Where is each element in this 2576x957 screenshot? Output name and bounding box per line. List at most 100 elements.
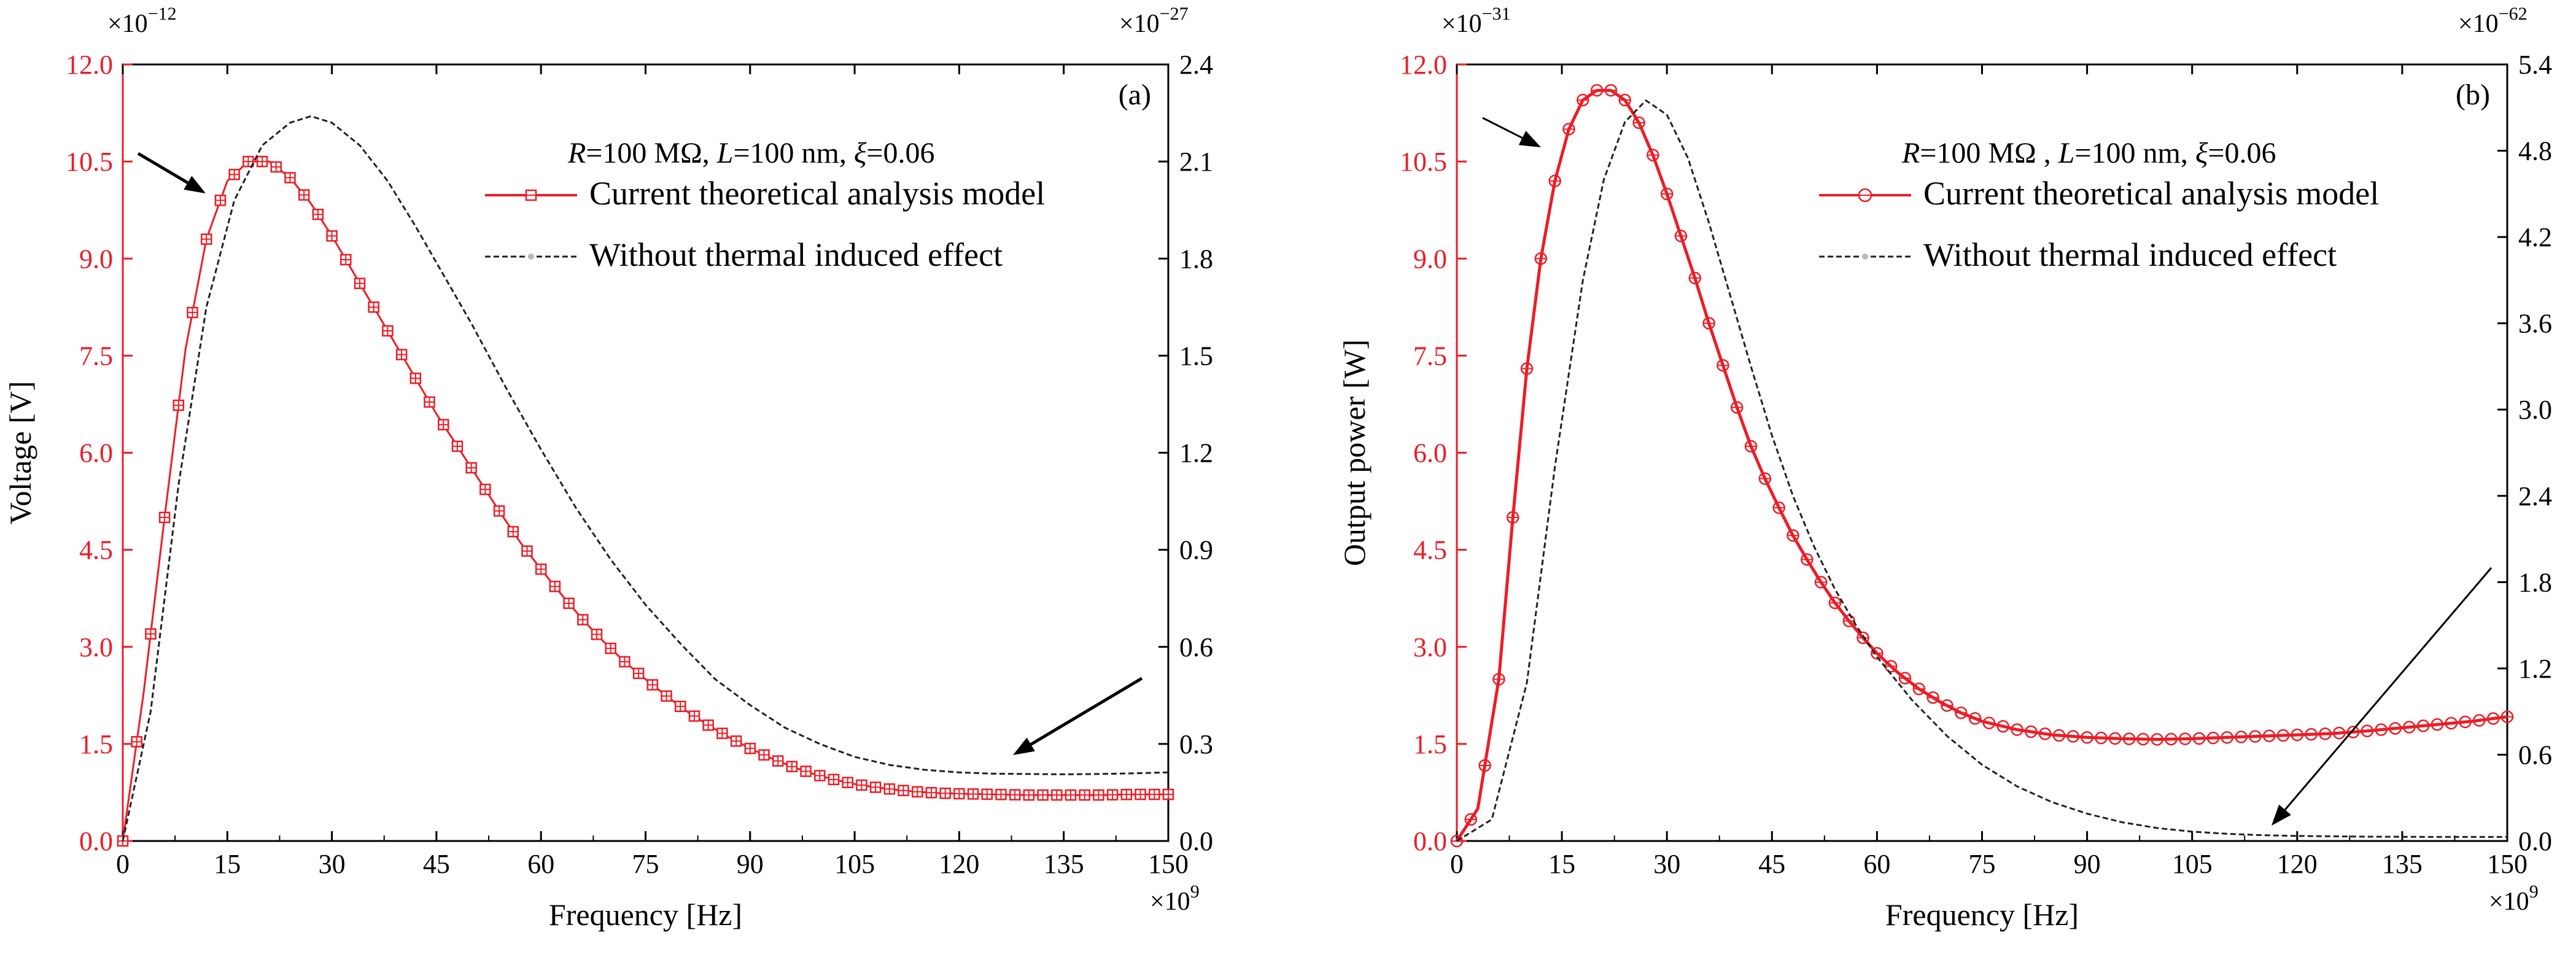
y-tick-label: 0.0 [79,826,113,856]
data-marker-circle [2486,712,2500,725]
data-marker-circle [1941,699,1953,712]
data-marker-square [1135,788,1146,800]
annotation-arrow-shaft [137,152,189,184]
y-multiplier: ×10−31 [1441,4,1511,38]
data-marker-square [577,614,589,626]
data-marker-circle [1731,401,1744,414]
data-marker-circle [1590,83,1604,97]
annotation-arrow-head [1013,737,1035,755]
y2-multiplier-text: ×10−27 [1119,4,1189,38]
param-xi_text: =0.06 [2208,137,2276,169]
legend-marker-dot [1862,254,1868,260]
x-tick-label: 120 [2277,849,2318,879]
y-multiplier-base: ×10 [107,10,148,38]
data-marker-square [242,155,254,168]
y2-tick-label: 0.6 [1179,632,1213,662]
data-marker-circle [1492,673,1505,686]
y-tick-label: 12.0 [66,50,113,80]
data-marker-circle [2319,727,2332,740]
data-marker-square [326,230,338,242]
data-marker-square [981,788,993,800]
x-tick-label: 90 [737,849,764,879]
data-marker-circle [2262,729,2276,743]
param-l_text: =100 nm, [2074,137,2187,169]
data-marker-square [479,483,491,495]
y2-multiplier-exp: −27 [1160,4,1189,24]
data-marker-square [995,789,1007,800]
x-tick-label: 15 [1548,849,1575,879]
data-marker-square [354,277,366,289]
data-marker-circle [1632,116,1645,130]
data-marker-square [772,755,784,767]
data-marker-square [591,629,603,640]
y2-tick-label: 2.4 [1179,50,1213,80]
parameter-text: R=100 MΩ , L=100 nm, ξ=0.06 [1901,137,2276,169]
y2-tick-label: 3.6 [2518,309,2552,339]
y2-multiplier-exp: −62 [2499,4,2528,24]
data-marker-square [842,777,853,789]
x-multiplier-base: ×10 [2489,888,2529,916]
y-tick-label: 10.5 [66,147,113,177]
data-marker-circle [2403,721,2416,734]
panel-label: (b) [2456,79,2490,111]
x-tick-label: 105 [834,849,875,879]
annotation-arrow-shaft [1030,676,1143,746]
param-xi_sym: ξ [2188,137,2208,169]
data-marker-circle [2332,726,2346,740]
x-tick-label: 0 [1450,849,1464,879]
data-marker-square [493,505,505,517]
data-marker-circle [2416,719,2430,732]
x-tick-label: 0 [116,849,130,879]
data-marker-circle [1912,683,1926,695]
data-marker-square [619,656,630,668]
x-tick-label: 75 [632,849,659,879]
y2-tick-label: 4.8 [2518,136,2552,166]
data-marker-circle [2136,732,2150,746]
legend-label-1: Without thermal induced effect [589,236,1003,273]
y2-tick-label: 1.2 [1179,438,1213,468]
x-tick-label: 45 [423,849,450,879]
y-tick-label: 12.0 [1400,50,1447,80]
y2-tick-label: 0.0 [2518,826,2552,856]
x-multiplier-text: ×109 [1150,881,1200,916]
data-marker-circle [1548,174,1561,187]
y-multiplier-text: ×10−12 [107,4,177,38]
data-marker-square [173,399,185,411]
data-marker-square [424,396,435,408]
data-marker-square [1051,789,1063,801]
data-marker-square [688,710,700,722]
data-marker-circle [1478,759,1491,772]
data-marker-circle [1871,647,1884,660]
data-marker-circle [1772,501,1785,514]
data-marker-square [758,749,770,761]
data-marker-circle [2095,731,2108,745]
y-multiplier: ×10−12 [107,4,177,38]
y-tick-label: 6.0 [79,438,113,468]
data-marker-circle [1898,672,1912,684]
param-l_sym: L [2051,137,2075,169]
data-marker-square [1065,789,1077,801]
data-marker-circle [2052,729,2066,742]
legend-label-1: Without thermal induced effect [1923,236,2337,273]
data-marker-square [228,168,240,180]
y2-tick-label: 0.6 [2518,740,2552,770]
param-l_text: =100 nm, [733,137,846,169]
data-marker-circle [1647,149,1659,161]
data-marker-square [256,155,268,168]
data-marker-square [521,545,533,557]
data-marker-square [1093,789,1104,801]
y-tick-label: 6.0 [1413,438,1447,468]
data-marker-circle [1814,576,1828,589]
data-marker-square [368,301,379,313]
data-marker-square [200,233,212,245]
x-multiplier: ×109 [2489,881,2539,916]
data-marker-circle [1507,511,1519,524]
y-tick-label: 0.0 [1413,826,1447,856]
x-multiplier: ×109 [1150,881,1200,916]
x-tick-label: 30 [319,849,346,879]
data-marker-square [869,781,882,793]
y-tick-label: 7.5 [79,341,113,371]
data-marker-square [730,735,742,747]
data-marker-circle [2346,726,2360,738]
